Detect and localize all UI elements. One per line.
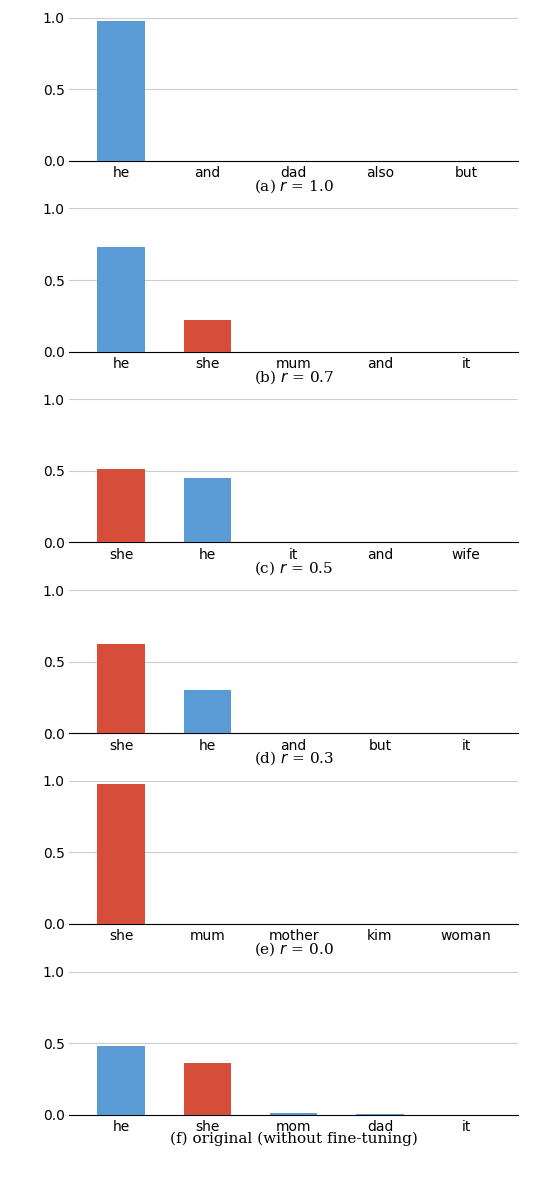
Text: (b) $r$ = 0.7: (b) $r$ = 0.7 (254, 368, 334, 386)
Bar (270, 1113, 317, 1115)
Text: (a) $r$ = 1.0: (a) $r$ = 1.0 (254, 177, 334, 195)
Text: (f) original (without fine-tuning): (f) original (without fine-tuning) (170, 1132, 418, 1146)
Bar (98, 784, 145, 924)
Bar (184, 690, 231, 733)
Bar (98, 1045, 145, 1115)
Bar (184, 1063, 231, 1115)
Text: (c) $r$ = 0.5: (c) $r$ = 0.5 (254, 559, 333, 577)
Bar (184, 478, 231, 543)
Bar (98, 470, 145, 543)
Bar (98, 247, 145, 352)
Bar (98, 20, 145, 160)
Text: (d) $r$ = 0.3: (d) $r$ = 0.3 (254, 749, 334, 767)
Text: (e) $r$ = 0.0: (e) $r$ = 0.0 (254, 940, 334, 958)
Bar (184, 320, 231, 352)
Bar (98, 644, 145, 733)
